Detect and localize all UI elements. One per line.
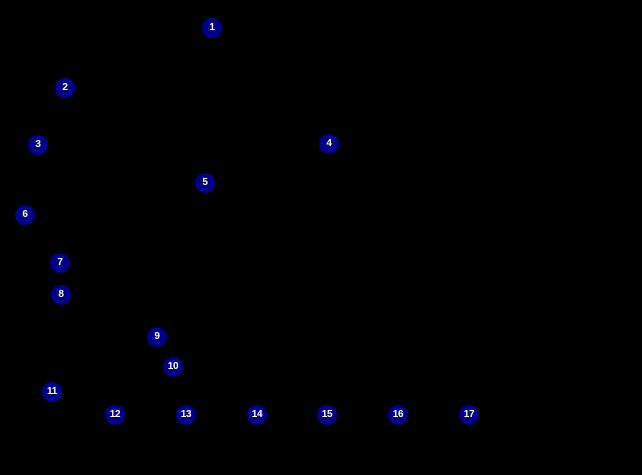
som-mark-2[interactable]: 2 [55,78,75,98]
som-mark-13[interactable]: 13 [176,405,196,425]
som-mark-7[interactable]: 7 [50,253,70,273]
som-mark-11[interactable]: 11 [42,382,62,402]
som-mark-17[interactable]: 17 [459,405,479,425]
som-mark-14[interactable]: 14 [247,405,267,425]
som-mark-6[interactable]: 6 [15,205,35,225]
som-mark-12[interactable]: 12 [105,405,125,425]
som-mark-8[interactable]: 8 [51,285,71,305]
som-mark-9[interactable]: 9 [147,327,167,347]
som-mark-15[interactable]: 15 [317,405,337,425]
som-mark-5[interactable]: 5 [195,173,215,193]
som-mark-10[interactable]: 10 [163,357,183,377]
som-mark-4[interactable]: 4 [319,134,339,154]
som-mark-3[interactable]: 3 [28,135,48,155]
som-mark-1[interactable]: 1 [202,18,222,38]
som-mark-16[interactable]: 16 [388,405,408,425]
